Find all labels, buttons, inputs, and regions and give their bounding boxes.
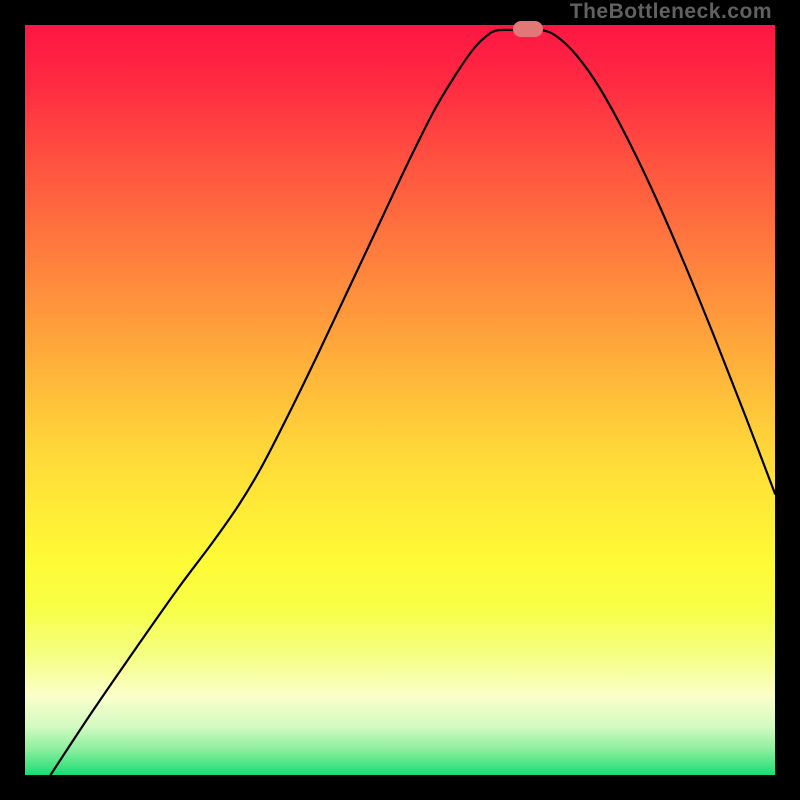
- chart-frame: [0, 0, 800, 800]
- optimal-point-marker: [513, 21, 543, 37]
- plot-area: [25, 25, 775, 775]
- watermark-text: TheBottleneck.com: [570, 0, 772, 24]
- gradient-background: [25, 25, 775, 775]
